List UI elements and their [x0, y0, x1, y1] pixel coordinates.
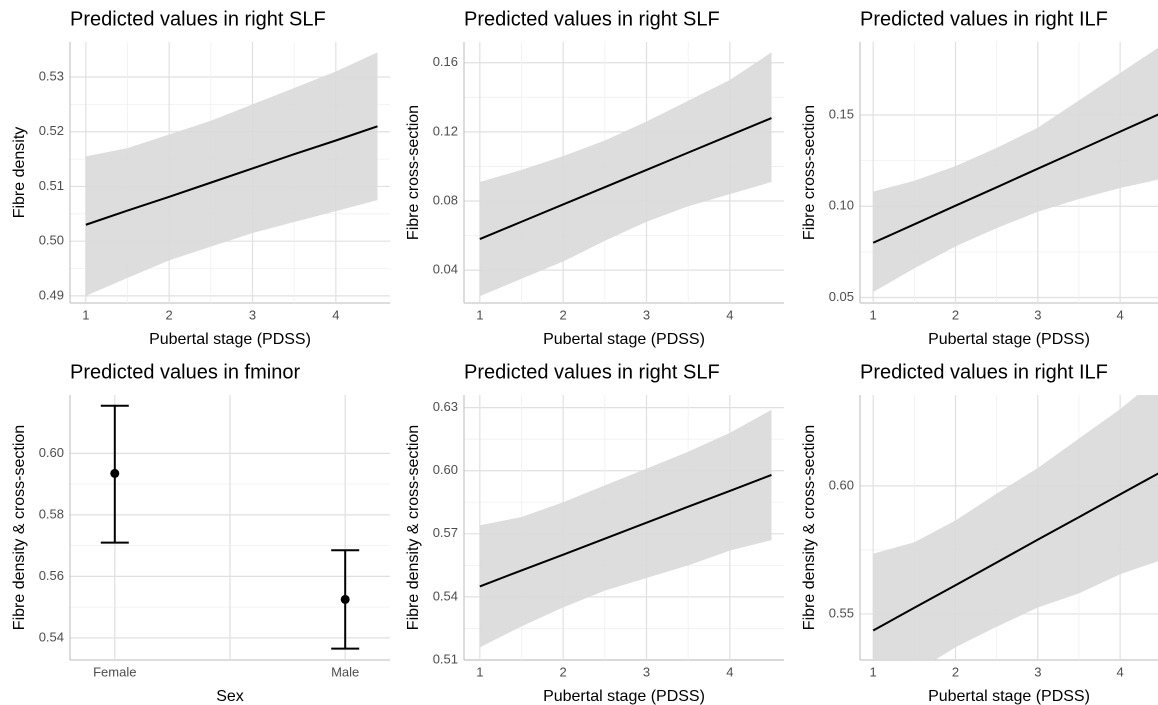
- x-tick-label: 1: [870, 664, 877, 679]
- x-tick-label: 1: [870, 307, 877, 322]
- y-tick-label: 0.57: [433, 525, 458, 540]
- y-tick-label: 0.60: [39, 445, 64, 460]
- x-tick-label: 2: [560, 307, 567, 322]
- x-tick-label: 3: [643, 307, 650, 322]
- plot: [872, 395, 1158, 660]
- x-tick-label: 2: [560, 664, 567, 679]
- y-tick-label: 0.54: [433, 588, 458, 603]
- x-tick-label: 3: [249, 307, 256, 322]
- x-tick-label: 4: [726, 307, 733, 322]
- x-tick-label: 3: [643, 664, 650, 679]
- x-tick-label: 3: [1034, 664, 1041, 679]
- y-tick-label: 0.51: [433, 651, 458, 666]
- y-tick-label: 0.53: [39, 68, 64, 83]
- y-tick-label: 0.16: [433, 54, 458, 69]
- y-tick-label: 0.63: [433, 399, 458, 414]
- x-tick-label: 4: [332, 307, 339, 322]
- line: [872, 472, 1158, 632]
- y-tick-label: 0.05: [829, 289, 854, 304]
- y-axis-title: Fibre density: [11, 127, 28, 219]
- panel-title: Predicted values in right SLF: [70, 8, 326, 30]
- y-tick-label: 0.52: [39, 123, 64, 138]
- y-tick-label: 0.60: [829, 477, 854, 492]
- confidence-band: [479, 409, 772, 648]
- y-tick-label: 0.55: [829, 605, 854, 620]
- x-tick-label: 1: [476, 307, 483, 322]
- y-tick-label: 0.51: [39, 178, 64, 193]
- line: [479, 473, 772, 588]
- y-tick-label: 0.54: [39, 629, 64, 644]
- x-tick-label: 2: [952, 307, 959, 322]
- panel-title: Predicted values in right ILF: [860, 361, 1108, 383]
- x-tick-label: Female: [93, 664, 136, 679]
- plot: [479, 409, 772, 648]
- x-axis-title: Pubertal stage (PDSS): [543, 331, 705, 348]
- x-axis-title: Pubertal stage (PDSS): [928, 688, 1090, 705]
- y-axis-title: Fibre cross-section: [801, 105, 818, 240]
- y-tick-label: 0.12: [433, 123, 458, 138]
- x-tick-label: 1: [476, 664, 483, 679]
- confidence-band: [85, 52, 378, 296]
- x-tick-label: 1: [82, 307, 89, 322]
- y-tick-label: 0.56: [39, 568, 64, 583]
- confidence-band: [873, 395, 1158, 660]
- panel-title: Predicted values in right ILF: [860, 8, 1108, 30]
- line: [872, 113, 1158, 244]
- x-tick-label: Male: [331, 664, 359, 679]
- panel: Predicted values in right SLF Pubertal st…: [405, 8, 784, 348]
- confidence-band: [479, 52, 772, 297]
- panel: Predicted values in right SLF Pubertal st…: [405, 361, 784, 705]
- x-axis-title: Sex: [216, 688, 244, 705]
- line: [479, 117, 772, 240]
- y-tick-label: 0.15: [829, 106, 854, 121]
- y-axis-title: Fibre density & cross-section: [405, 425, 422, 630]
- confidence-band: [873, 47, 1158, 293]
- x-tick-label: 2: [952, 664, 959, 679]
- x-axis-title: Pubertal stage (PDSS): [928, 331, 1090, 348]
- x-axis-title: Pubertal stage (PDSS): [543, 688, 705, 705]
- point: [110, 468, 120, 478]
- y-axis-title: Fibre density & cross-section: [801, 425, 818, 630]
- panel: Predicted values in right SLF Pubertal st…: [11, 8, 390, 348]
- y-tick-label: 0.10: [829, 198, 854, 213]
- x-axis-title: Pubertal stage (PDSS): [149, 331, 311, 348]
- panel-title: Predicted values in right SLF: [464, 8, 720, 30]
- y-tick-label: 0.58: [39, 506, 64, 521]
- plot: [85, 52, 378, 296]
- y-tick-label: 0.08: [433, 192, 458, 207]
- line: [85, 125, 378, 226]
- y-tick-label: 0.04: [433, 262, 458, 277]
- y-tick-label: 0.50: [39, 233, 64, 248]
- plot: [479, 52, 772, 297]
- y-tick-label: 0.49: [39, 287, 64, 302]
- y-axis-title: Fibre cross-section: [405, 105, 422, 240]
- x-tick-label: 2: [166, 307, 173, 322]
- panel: Predicted values in right ILF Pubertal st…: [801, 8, 1158, 348]
- x-tick-label: 4: [726, 664, 733, 679]
- point: [340, 594, 350, 604]
- panel: Predicted values in fminor Sex Fibre densi…: [11, 361, 390, 705]
- x-tick-label: 4: [1117, 307, 1124, 322]
- panel-title: Predicted values in fminor: [70, 361, 300, 383]
- panel-title: Predicted values in right SLF: [464, 361, 720, 383]
- panel: Predicted values in right ILF Pubertal st…: [801, 361, 1158, 705]
- plot: [872, 47, 1158, 293]
- x-tick-label: 3: [1034, 307, 1041, 322]
- x-tick-label: 4: [1117, 664, 1124, 679]
- y-axis-title: Fibre density & cross-section: [11, 425, 28, 630]
- y-tick-label: 0.60: [433, 462, 458, 477]
